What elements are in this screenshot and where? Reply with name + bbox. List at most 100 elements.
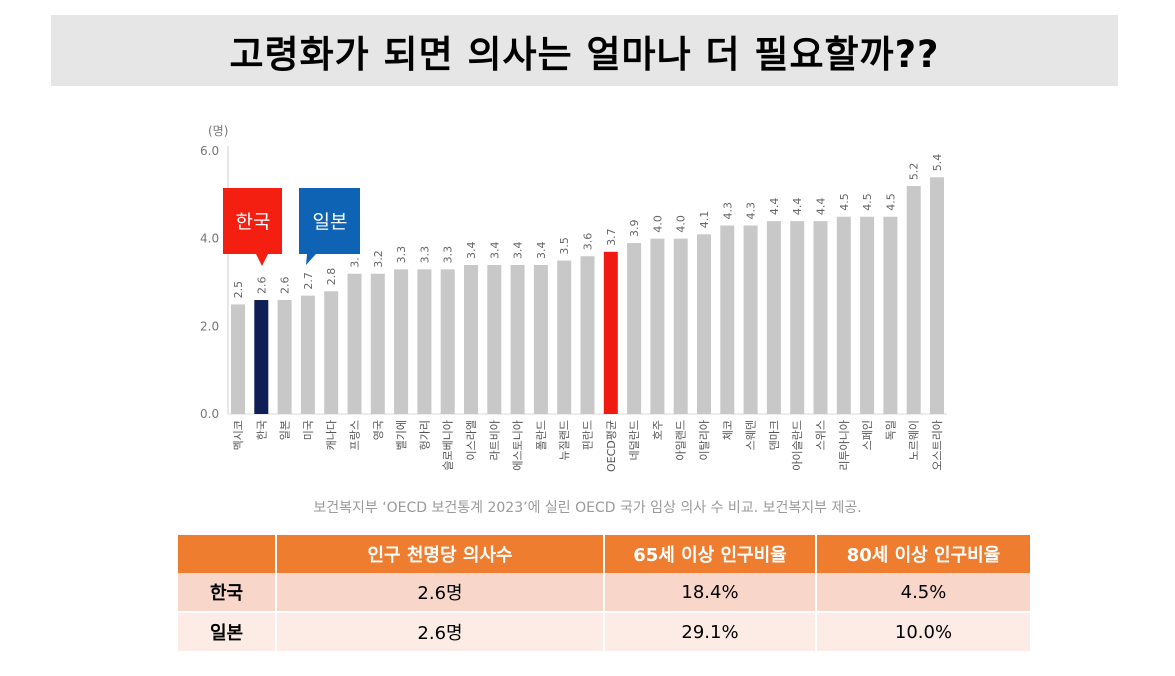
bar-value-label: 3.3 [395, 246, 408, 264]
category-label: 노르웨이 [908, 420, 921, 460]
table-header-over65: 65세 이상 인구비율 [604, 535, 817, 573]
bar-덴마크 [766, 221, 781, 414]
bar-value-label: 3.4 [465, 241, 478, 259]
table-header-row: 인구 천명당 의사수 65세 이상 인구비율 80세 이상 인구비율 [178, 535, 1030, 573]
category-label: 뉴질랜드 [558, 420, 571, 460]
category-label: 아일랜드 [674, 420, 688, 460]
category-label: 한국 [255, 420, 268, 440]
bar-value-label: 4.0 [675, 215, 688, 233]
callout-japan [299, 188, 360, 265]
y-tick-label: 4.0 [200, 232, 219, 246]
category-label: 프랑스 [349, 420, 362, 450]
bar-이스라엘 [464, 264, 478, 414]
bar-에스토니아 [510, 264, 525, 414]
category-label: 일본 [278, 420, 292, 440]
category-label: 벨기에 [395, 420, 408, 450]
bar-미국 [300, 295, 315, 414]
bar-이탈리아 [697, 234, 711, 414]
chart-caption: 보건복지부 ‘OECD 보건통계 2023’에 실린 OECD 국가 임상 의사… [313, 500, 862, 516]
bar-value-label: 4.4 [815, 198, 828, 216]
bar-value-label: 3.9 [628, 220, 641, 238]
bar-오스트리아 [930, 177, 944, 414]
row-over80: 10.0% [816, 612, 1030, 651]
category-label: 헝가리 [418, 420, 431, 450]
bar-value-label: 3.4 [488, 241, 501, 259]
bar-value-label: 3.5 [558, 237, 571, 255]
bar-value-label: 4.5 [884, 193, 897, 211]
bar-스페인 [860, 216, 875, 414]
category-label: 독일 [883, 420, 897, 440]
bar-value-label: 3. [349, 257, 362, 268]
bar-캐나다 [324, 291, 339, 414]
bar-value-label: 3.3 [418, 246, 431, 264]
bar-호주 [650, 238, 665, 414]
bar-value-label: 3.6 [582, 233, 595, 251]
bar-value-label: 4.4 [768, 198, 781, 216]
category-label: 체코 [721, 420, 734, 440]
category-label: 슬로베니아 [442, 420, 455, 471]
bar-아일랜드 [673, 238, 688, 414]
bar-스위스 [813, 221, 828, 414]
category-label: 오스트리아 [931, 420, 944, 471]
bar-value-label: 3.2 [372, 250, 385, 268]
category-label: 이탈리아 [698, 420, 711, 460]
category-label: 스웨덴 [745, 420, 758, 450]
row-country: 일본 [178, 612, 277, 651]
category-label: OECD평균 [605, 420, 618, 472]
category-label: 멕시코 [232, 420, 245, 450]
bar-리투아니아 [836, 216, 851, 414]
category-label: 영국 [372, 420, 385, 440]
bar-독일 [883, 216, 898, 414]
bar-value-label: 4.3 [721, 202, 734, 220]
y-tick-label: 2.0 [200, 319, 219, 333]
y-axis-unit: (명) [208, 124, 228, 138]
category-label: 미국 [302, 420, 315, 440]
category-label: 네덜란드 [628, 420, 641, 460]
bar-value-label: 4.3 [745, 202, 758, 220]
table-row: 한국 2.6명 18.4% 4.5% [178, 573, 1030, 612]
bar-멕시코 [231, 304, 245, 414]
category-label: 아이슬란드 [791, 420, 804, 471]
bar-value-label: 3.7 [605, 228, 618, 246]
bar-value-label: 5.2 [908, 163, 921, 181]
bar-아이슬란드 [790, 221, 805, 414]
title-banner: 고령화가 되면 의사는 얼마나 더 필요할까?? [51, 15, 1118, 86]
bar-헝가리 [417, 269, 432, 414]
callout-korea [223, 188, 282, 266]
bar-노르웨이 [906, 186, 921, 414]
category-label: 스페인 [861, 420, 874, 450]
bar-OECD평균 [603, 251, 618, 414]
bar-value-label: 2.6 [279, 277, 292, 295]
bar-value-label: 2.5 [232, 281, 245, 299]
table-header-over80: 80세 이상 인구비율 [816, 535, 1030, 573]
category-label: 덴마크 [768, 420, 781, 450]
bar-벨기에 [394, 269, 409, 414]
bar-일본 [277, 300, 292, 414]
bar-핀란드 [580, 256, 595, 414]
bar-체코 [720, 225, 735, 414]
y-tick-label: 6.0 [200, 144, 219, 158]
bar-슬로베니아 [440, 269, 455, 414]
category-label: 폴란드 [535, 420, 548, 450]
category-label: 스위스 [815, 420, 828, 450]
category-label: 이스라엘 [465, 420, 478, 460]
category-label: 핀란드 [582, 420, 595, 450]
bar-value-label: 4.1 [698, 211, 711, 229]
bar-프랑스 [347, 273, 362, 414]
category-label: 에스토니아 [512, 420, 525, 471]
row-over80: 4.5% [816, 573, 1030, 612]
callout-japan-label: 일본 [313, 211, 348, 233]
page-title: 고령화가 되면 의사는 얼마나 더 필요할까?? [229, 32, 940, 76]
bar-value-label: 2.6 [255, 277, 268, 295]
category-label: 리투아니아 [838, 420, 851, 471]
bar-value-label: 2.8 [325, 268, 338, 286]
row-doctors: 2.6명 [276, 612, 605, 651]
row-over65: 18.4% [604, 573, 817, 612]
bar-라트비아 [487, 264, 502, 414]
row-doctors: 2.6명 [276, 573, 605, 612]
bar-value-label: 4.0 [651, 215, 664, 233]
bar-value-label: 4.5 [838, 193, 851, 211]
bar-스웨덴 [743, 225, 758, 414]
y-tick-label: 0.0 [200, 407, 219, 421]
